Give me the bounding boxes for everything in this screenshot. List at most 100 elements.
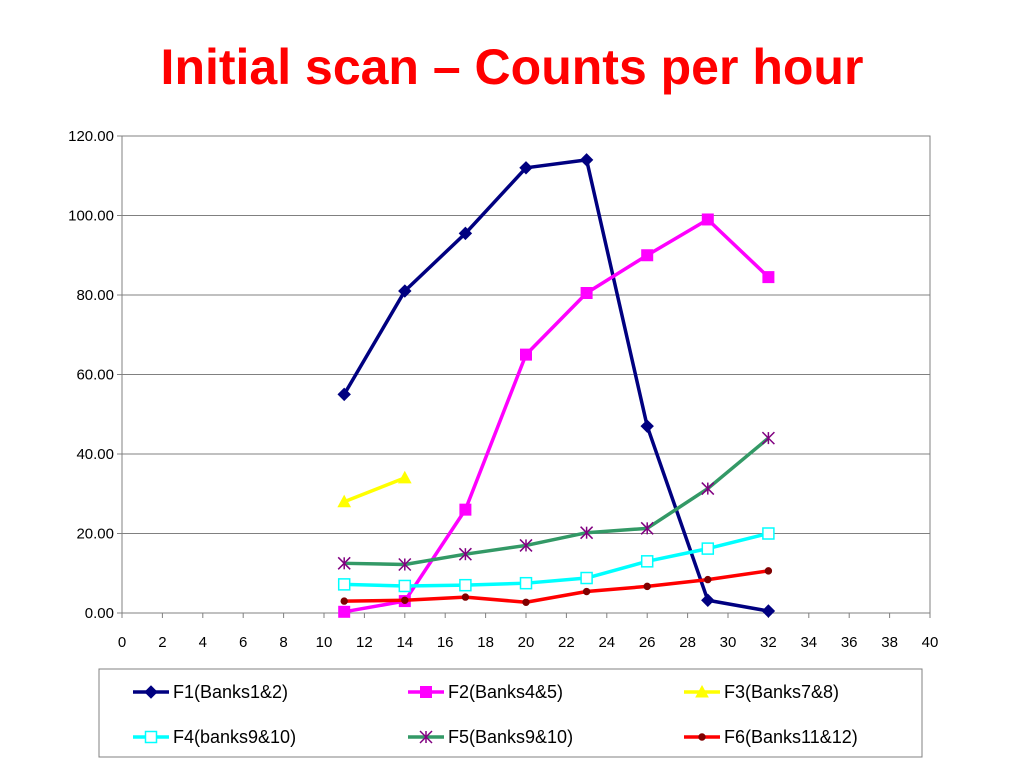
data-point (337, 578, 351, 591)
data-point (580, 571, 593, 585)
legend-item: F5(Banks9&10) (408, 727, 573, 747)
data-point (340, 597, 348, 605)
data-point (761, 604, 776, 618)
data-point (459, 578, 472, 592)
data-point (641, 249, 654, 262)
data-point (520, 348, 532, 361)
x-tick-label: 28 (679, 634, 696, 651)
data-point (761, 431, 775, 445)
legend-item: F4(banks9&10) (133, 727, 296, 747)
series-3 (337, 470, 412, 508)
data-point (519, 576, 533, 590)
legend-box (98, 668, 923, 758)
data-point (337, 387, 351, 402)
y-tick-label: 120.00 (68, 128, 114, 145)
series-6 (340, 567, 773, 606)
y-tick-label: 0.00 (85, 605, 114, 622)
data-point (458, 547, 472, 561)
y-tick-label: 80.00 (76, 287, 114, 304)
data-point (640, 555, 654, 568)
series-1 (337, 153, 776, 618)
legend-label: F5(Banks9&10) (448, 727, 573, 747)
x-tick-label: 14 (396, 634, 413, 651)
x-tick-label: 22 (558, 634, 575, 651)
data-point (337, 494, 352, 508)
x-tick-label: 20 (518, 634, 535, 651)
x-tick-label: 30 (720, 634, 737, 651)
data-point (519, 161, 533, 175)
data-point (640, 419, 654, 433)
x-tick-label: 26 (639, 634, 656, 651)
data-point (458, 226, 473, 241)
x-tick-label: 32 (760, 634, 777, 651)
slide-title: Initial scan – Counts per hour (160, 39, 864, 95)
legend-label: F4(banks9&10) (173, 727, 296, 747)
x-tick-label: 6 (239, 634, 247, 651)
legend-label: F2(Banks4&5) (448, 682, 563, 702)
data-point (701, 482, 715, 496)
x-tick-label: 40 (922, 634, 939, 651)
data-point (401, 596, 409, 604)
legend-swatch-marker (144, 685, 158, 699)
data-point (764, 567, 773, 575)
series-5 (337, 431, 775, 572)
series-line (343, 476, 406, 504)
legend: F1(Banks1&2) F2(Banks4&5) F3(Banks7&8) F4(b… (98, 668, 923, 758)
x-tick-label: 12 (356, 634, 373, 651)
legend-label: F6(Banks11&12) (724, 727, 858, 747)
legend-item: F2(Banks4&5) (408, 682, 563, 702)
y-tick-label: 20.00 (76, 526, 114, 543)
data-point (762, 271, 775, 284)
gridlines (122, 135, 930, 534)
legend-swatch-marker (420, 686, 432, 698)
legend-label: F1(Banks1&2) (173, 682, 288, 702)
legend-swatch-marker (144, 730, 158, 744)
data-point (701, 213, 714, 226)
y-tick-label: 100.00 (68, 208, 114, 225)
data-point (579, 153, 594, 167)
x-tick-label: 34 (800, 634, 817, 651)
x-tick-label: 0 (118, 634, 126, 651)
legend-item: F6(Banks11&12) (684, 727, 858, 747)
legend-item: F3(Banks7&8) (684, 682, 839, 702)
data-point (522, 598, 530, 606)
data-point (459, 503, 472, 516)
x-tick-label: 2 (158, 634, 166, 651)
data-point (643, 582, 651, 591)
legend-label: F3(Banks7&8) (724, 682, 839, 702)
series-line (344, 531, 769, 588)
data-point (580, 526, 594, 540)
legend-swatch-marker (419, 730, 433, 744)
series-4 (337, 527, 775, 593)
data-point (640, 521, 654, 535)
data-point (338, 605, 351, 618)
x-tick-label: 10 (316, 634, 333, 651)
legend-swatch-marker (695, 684, 709, 698)
x-tick-label: 16 (437, 634, 454, 651)
y-tick-label: 60.00 (76, 367, 114, 384)
data-point (398, 579, 412, 593)
data-point (704, 575, 712, 584)
data-point (701, 542, 715, 555)
data-point (762, 527, 775, 540)
legend-swatch-marker (698, 733, 706, 741)
data-point (701, 593, 715, 607)
x-tick-label: 24 (598, 634, 615, 651)
x-tick-label: 4 (199, 634, 207, 651)
series-line (344, 436, 770, 567)
data-point (580, 287, 593, 300)
series-line (342, 158, 769, 613)
legend-item: F1(Banks1&2) (133, 682, 288, 702)
x-tick-label: 38 (881, 634, 898, 651)
series-group (337, 153, 776, 618)
data-point (582, 587, 591, 596)
data-point (398, 557, 412, 572)
x-tick-label: 18 (477, 634, 494, 651)
data-point (337, 556, 351, 570)
data-point (397, 470, 412, 484)
data-point (461, 593, 470, 601)
y-tick-label: 40.00 (76, 446, 114, 463)
data-point (398, 284, 412, 298)
